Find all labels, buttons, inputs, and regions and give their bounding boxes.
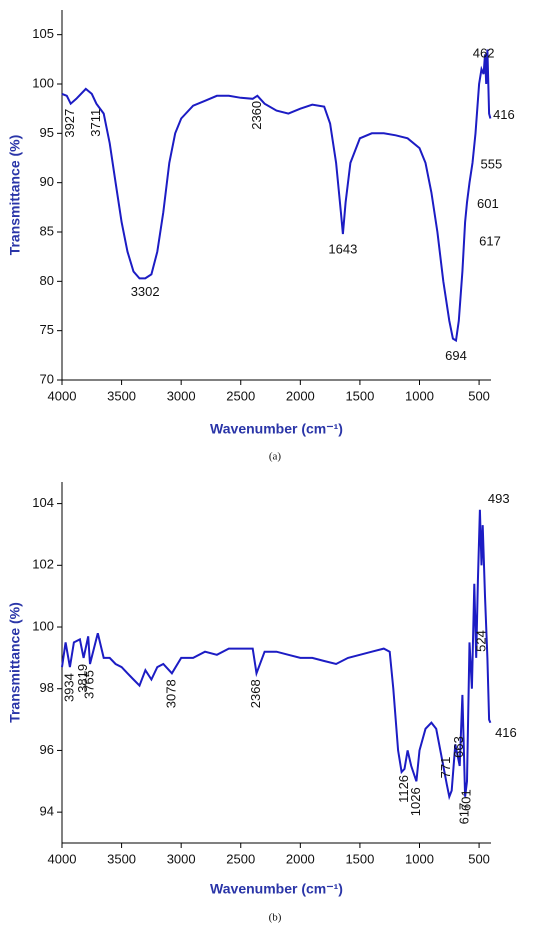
x-tick-label: 2500 <box>226 851 255 866</box>
peak-label: 416 <box>493 107 515 122</box>
y-tick-label: 94 <box>40 804 54 819</box>
caption: (a) <box>269 451 282 463</box>
y-axis-label: Transmittance (%) <box>7 135 23 256</box>
x-tick-label: 3000 <box>167 388 196 403</box>
peak-label: 555 <box>481 156 503 171</box>
x-tick-label: 3500 <box>107 851 136 866</box>
peak-label: 3078 <box>163 679 178 708</box>
peak-label: 524 <box>474 630 489 652</box>
peak-label: 617 <box>479 234 501 249</box>
y-tick-label: 90 <box>40 174 54 189</box>
y-tick-label: 98 <box>40 680 54 695</box>
x-tick-label: 2000 <box>286 388 315 403</box>
y-tick-label: 100 <box>32 618 54 633</box>
x-tick-label: 500 <box>468 851 490 866</box>
peak-label: 2360 <box>249 101 264 130</box>
peak-label: 3819 <box>75 664 90 693</box>
x-tick-label: 1000 <box>405 388 434 403</box>
peak-label: 3765 <box>81 670 96 699</box>
x-tick-label: 500 <box>468 388 490 403</box>
x-axis-label: Wavenumber (cm⁻¹) <box>210 881 343 897</box>
peak-label: 493 <box>488 491 510 506</box>
y-tick-label: 80 <box>40 273 54 288</box>
peak-label: 3711 <box>88 109 103 137</box>
y-tick-label: 85 <box>40 223 54 238</box>
peak-label: 1026 <box>408 787 423 816</box>
peak-label: 1126 <box>396 775 411 803</box>
x-tick-label: 4000 <box>48 388 77 403</box>
peak-label: 1643 <box>328 241 357 256</box>
x-tick-label: 1500 <box>345 851 374 866</box>
y-tick-label: 100 <box>32 75 54 90</box>
peak-label: 3302 <box>131 284 160 299</box>
x-tick-label: 4000 <box>48 851 77 866</box>
y-tick-label: 104 <box>32 495 54 510</box>
x-tick-label: 1000 <box>405 851 434 866</box>
peak-label: 617 <box>457 803 472 825</box>
x-tick-label: 3500 <box>107 388 136 403</box>
peak-label: 663 <box>451 736 466 758</box>
peak-label: 3934 <box>61 673 76 702</box>
x-tick-label: 2000 <box>286 851 315 866</box>
peak-label: 3927 <box>62 109 77 138</box>
x-tick-label: 2500 <box>226 388 255 403</box>
y-tick-label: 96 <box>40 742 54 757</box>
caption: (b) <box>269 912 282 924</box>
y-tick-label: 102 <box>32 557 54 572</box>
peak-label: 694 <box>445 348 467 363</box>
x-tick-label: 3000 <box>167 851 196 866</box>
x-tick-label: 1500 <box>345 388 374 403</box>
peak-label: 601 <box>477 196 499 211</box>
y-tick-label: 95 <box>40 125 54 140</box>
peak-label: 601 <box>458 789 473 811</box>
spectrum-line <box>61 509 492 801</box>
peak-label: 462 <box>473 46 495 61</box>
y-tick-label: 70 <box>40 371 54 386</box>
y-axis-label: Transmittance (%) <box>7 602 23 723</box>
y-tick-label: 105 <box>32 26 54 41</box>
peak-label: 2368 <box>248 679 263 708</box>
spectrum-line <box>61 49 492 343</box>
x-axis-label: Wavenumber (cm⁻¹) <box>210 421 343 437</box>
peak-label: 416 <box>495 725 517 740</box>
y-tick-label: 75 <box>40 322 54 337</box>
peak-label: 771 <box>438 757 453 779</box>
